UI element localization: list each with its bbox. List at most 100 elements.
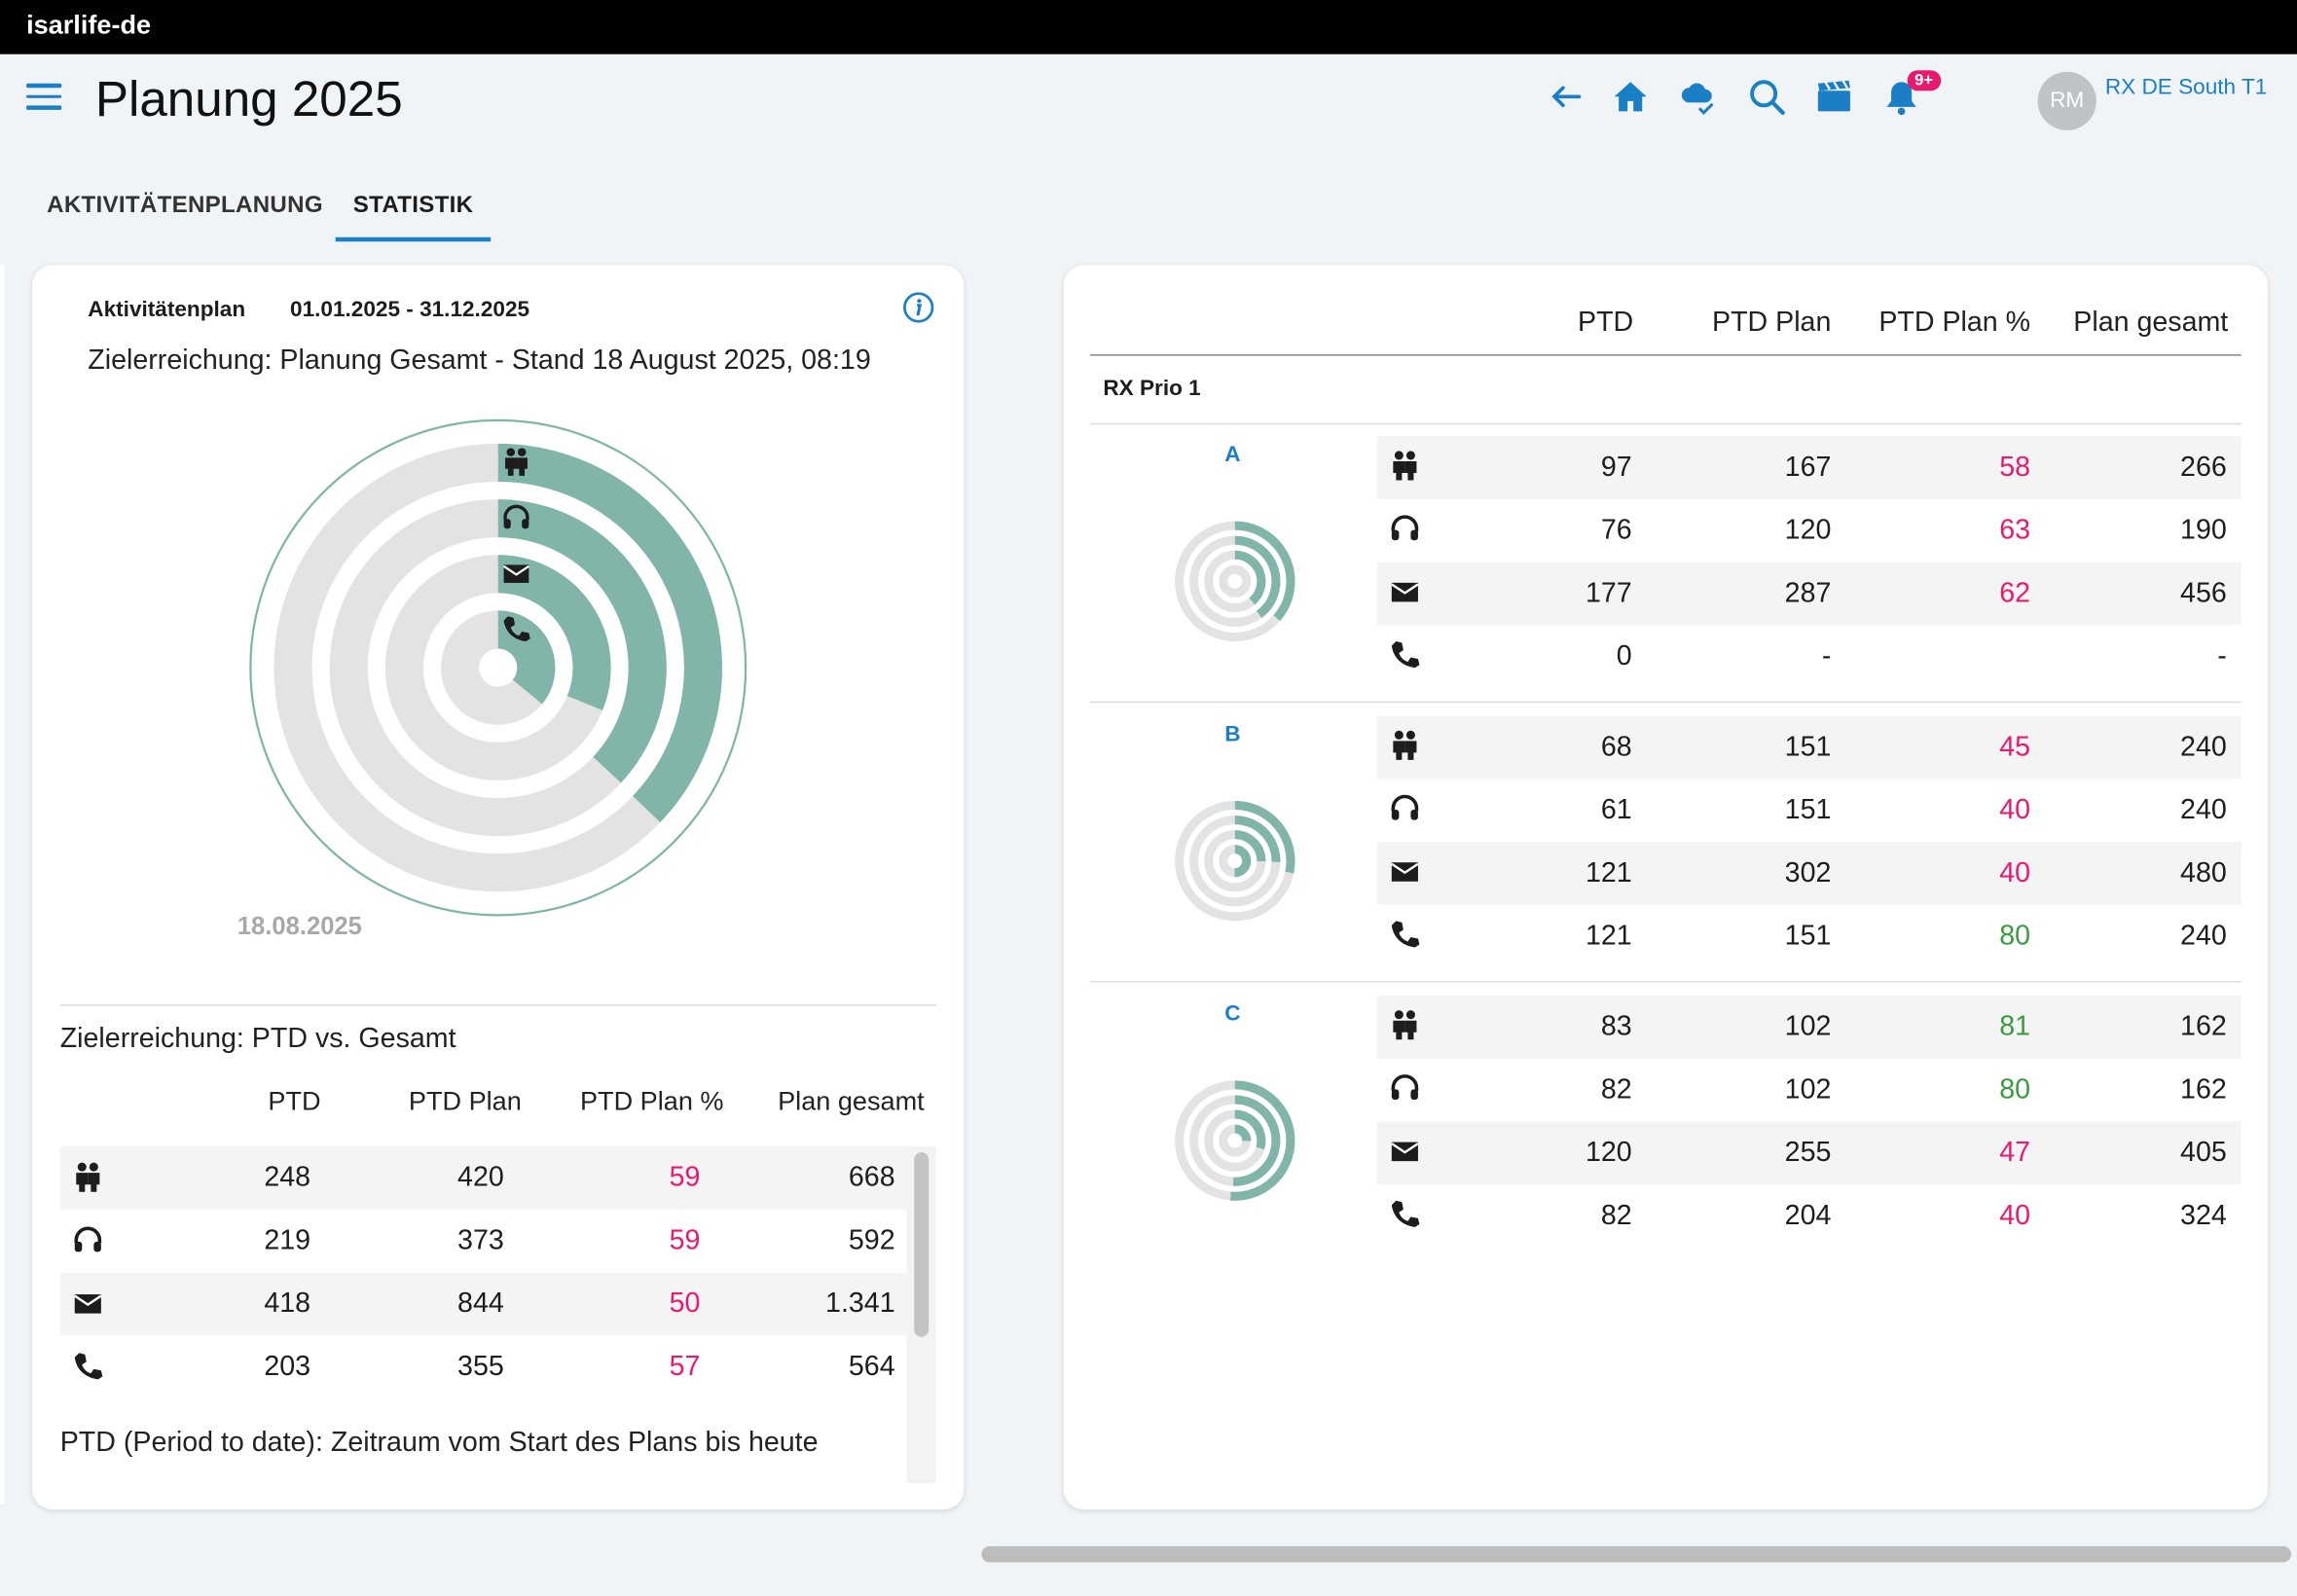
cell-ptd: 97 <box>1600 452 1632 484</box>
segment-label: C <box>1224 1001 1241 1027</box>
home-icon[interactable] <box>1612 78 1650 116</box>
cell-ptd-plan: 287 <box>1784 578 1832 609</box>
cell-ptd: 76 <box>1600 515 1632 547</box>
cell-total: 162 <box>2180 1011 2227 1043</box>
ring-progress <box>1234 1109 1266 1150</box>
cell-pct: 47 <box>1999 1138 2031 1169</box>
cell-ptd: 120 <box>1585 1138 1632 1169</box>
table-row: 82 102 80 162 <box>1377 1059 2242 1122</box>
cell-total: 266 <box>2180 452 2227 484</box>
top-bar: isarlife-de <box>0 0 2297 54</box>
cell-ptd: 219 <box>264 1225 311 1256</box>
cell-ptd-plan: 120 <box>1784 515 1832 547</box>
tab-statistik[interactable]: STATISTIK <box>352 193 474 219</box>
cell-total: 405 <box>2180 1138 2227 1169</box>
ring-progress <box>1230 1080 1295 1201</box>
goal-radial-chart <box>249 418 747 917</box>
cell-ptd-plan: 167 <box>1784 452 1832 484</box>
info-icon[interactable] <box>902 291 934 323</box>
segment-label: A <box>1224 442 1241 467</box>
cell-pct: 81 <box>1999 1011 2031 1043</box>
mail-icon <box>1389 855 1421 888</box>
table-row: 61 151 40 240 <box>1377 779 2242 842</box>
plan-date-range: 01.01.2025 - 31.12.2025 <box>290 297 530 323</box>
people-icon <box>1389 729 1421 761</box>
cell-ptd-plan: 151 <box>1784 921 1832 952</box>
ring-progress <box>1234 521 1295 622</box>
cell-ptd-plan: 151 <box>1784 732 1832 763</box>
chart-date: 18.08.2025 <box>237 912 362 940</box>
col-ptd-plan: PTD Plan <box>408 1086 522 1116</box>
cell-ptd: 121 <box>1585 857 1632 889</box>
outer-ring-outline <box>249 418 747 917</box>
cell-pct: 59 <box>669 1225 701 1256</box>
page-title: Planung 2025 <box>94 71 403 127</box>
cell-pct: 59 <box>669 1162 701 1194</box>
mail-icon <box>1389 575 1421 607</box>
cell-total: 592 <box>848 1225 895 1256</box>
search-icon[interactable] <box>1748 78 1786 116</box>
table-scrollbar-thumb[interactable] <box>914 1152 930 1337</box>
col-ptd-plan-pct: PTD Plan % <box>1878 307 2031 339</box>
mail-icon <box>72 1288 104 1320</box>
cell-pct: 80 <box>1999 921 2031 952</box>
page-header: Planung 2025 <box>0 54 2297 151</box>
segment-radial-chart <box>1175 1080 1295 1201</box>
cell-ptd: 82 <box>1600 1074 1632 1106</box>
menu-icon[interactable] <box>26 83 62 113</box>
cell-total: 564 <box>848 1351 895 1383</box>
cell-ptd-plan: 151 <box>1784 794 1832 826</box>
headset-icon <box>72 1224 104 1256</box>
tab-aktivitaetenplanung[interactable]: AKTIVITÄTENPLANUNG <box>47 193 323 219</box>
ring-progress <box>1234 1124 1252 1142</box>
cell-ptd-plan: 102 <box>1784 1011 1832 1043</box>
cell-ptd: 61 <box>1600 794 1632 826</box>
divider <box>1089 981 2242 983</box>
cell-ptd: 0 <box>1616 641 1632 672</box>
people-icon <box>1389 1009 1421 1041</box>
phone-icon <box>1389 638 1421 671</box>
phone-icon <box>1389 1198 1421 1230</box>
cell-total: 240 <box>2180 732 2227 763</box>
ring-progress <box>1232 1095 1281 1186</box>
avatar[interactable]: RM <box>2037 71 2096 130</box>
cell-pct: 50 <box>669 1288 701 1320</box>
table-row: 120 255 47 405 <box>1376 1121 2242 1185</box>
cell-ptd: 177 <box>1585 578 1632 609</box>
ring-progress <box>497 499 667 783</box>
cell-total: 162 <box>2180 1074 2227 1106</box>
clapperboard-icon[interactable] <box>1815 78 1853 116</box>
ring-progress <box>1234 845 1252 878</box>
plan-label: Aktivitätenplan <box>88 297 246 323</box>
headset-icon <box>503 504 529 529</box>
horizontal-scrollbar-thumb[interactable] <box>981 1545 2291 1563</box>
back-arrow-icon[interactable] <box>1547 78 1585 116</box>
segment-statistics-card: PTD PTD Plan PTD Plan % Plan gesamt RX P… <box>1063 265 2268 1510</box>
group-label: RX Prio 1 <box>1103 376 1201 402</box>
table-row: 68 151 45 240 <box>1376 715 2242 780</box>
table-row: 418 844 50 1.341 <box>59 1272 907 1336</box>
people-icon <box>72 1161 104 1193</box>
bell-icon[interactable] <box>1882 78 1920 116</box>
table-row: 177 287 62 456 <box>1376 562 2242 626</box>
cell-total: 240 <box>2180 921 2227 952</box>
divider <box>1089 701 2242 704</box>
ring-progress <box>497 443 722 822</box>
user-name[interactable]: RX DE South T1 <box>2104 74 2268 100</box>
plan-overview-card: Aktivitätenplan 01.01.2025 - 31.12.2025 … <box>32 265 965 1510</box>
segment-label: B <box>1224 721 1241 747</box>
cell-total: 240 <box>2180 794 2227 826</box>
ring-progress <box>1234 801 1295 874</box>
cloud-sync-icon[interactable] <box>1679 78 1717 116</box>
table-title: Zielerreichung: PTD vs. Gesamt <box>59 1023 456 1055</box>
chart-title: Zielerreichung: Planung Gesamt - Stand 1… <box>88 345 871 377</box>
ring-progress <box>1234 830 1266 862</box>
cell-pct: 62 <box>1999 578 2031 609</box>
table-row: 0 - - <box>1377 625 2242 688</box>
cell-pct: 40 <box>1999 857 2031 889</box>
cell-total: 480 <box>2180 857 2227 889</box>
ring-track <box>1219 564 1252 598</box>
app-name: isarlife-de <box>26 10 152 40</box>
cell-ptd-plan: 255 <box>1784 1138 1832 1169</box>
cell-ptd: 83 <box>1600 1011 1632 1043</box>
